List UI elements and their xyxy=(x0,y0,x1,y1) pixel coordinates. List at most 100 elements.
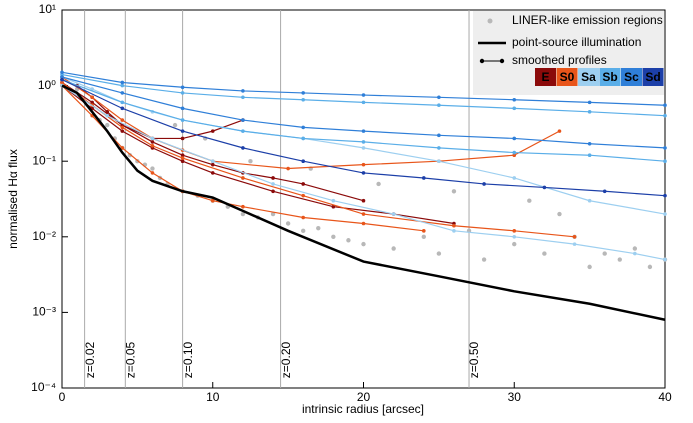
legend-swatch xyxy=(578,68,599,86)
profile-point xyxy=(301,125,306,130)
scatter-point xyxy=(301,228,306,234)
profile-point xyxy=(180,136,185,141)
profile-point xyxy=(301,97,306,102)
profile-point xyxy=(663,193,667,198)
scatter-point xyxy=(451,189,457,194)
profile-point xyxy=(452,229,456,233)
scatter-point xyxy=(105,122,110,128)
profile-point xyxy=(437,103,441,108)
profile-point xyxy=(422,176,426,180)
legend-marker xyxy=(479,58,485,64)
profile-point xyxy=(271,176,275,180)
legend-label: Sd xyxy=(645,70,660,84)
profile-line xyxy=(61,73,666,117)
profile-point xyxy=(361,162,366,167)
y-tick-label: 10⁻¹ xyxy=(32,153,56,167)
profile-point xyxy=(663,257,667,262)
profile-point xyxy=(301,136,306,141)
profile-point xyxy=(150,143,155,148)
profile-point xyxy=(361,146,366,150)
scatter-point xyxy=(602,251,607,256)
profile-point xyxy=(512,106,517,111)
profile-point xyxy=(557,129,562,133)
legend-label: Sc xyxy=(624,70,639,84)
profile-point xyxy=(602,189,607,194)
profile-point xyxy=(180,159,185,163)
profile-point xyxy=(301,159,306,163)
profile-line xyxy=(61,85,666,261)
profile-point xyxy=(587,100,592,105)
profile-point xyxy=(361,93,366,97)
profile-point xyxy=(150,171,155,175)
profile-point xyxy=(180,153,185,158)
profile-point xyxy=(437,95,441,100)
scatter-point xyxy=(481,257,487,262)
profile-point xyxy=(361,171,366,175)
legend-label: S0 xyxy=(560,70,575,84)
x-tick-label: 30 xyxy=(508,390,522,404)
profile-point xyxy=(150,140,155,144)
redshift-label: z=0.20 xyxy=(279,341,293,378)
profile-point xyxy=(663,113,667,118)
profile-point xyxy=(286,166,290,171)
y-tick-label: 10⁻⁴ xyxy=(31,380,56,394)
y-tick-label: 10⁻³ xyxy=(32,305,56,319)
profile-point xyxy=(482,182,486,186)
scatter-point xyxy=(557,211,562,217)
scatter-point xyxy=(436,251,442,256)
scatter-point xyxy=(127,153,133,158)
scatter-point xyxy=(617,257,622,262)
legend-swatch xyxy=(556,68,578,86)
profile-point xyxy=(437,159,441,163)
scatter-point xyxy=(331,234,336,239)
profile-point xyxy=(60,77,64,82)
profile-point xyxy=(572,242,577,246)
profile-point xyxy=(120,91,125,95)
profile-point xyxy=(180,106,185,111)
profile-point xyxy=(331,204,336,209)
point-source-line xyxy=(61,84,666,321)
profile-point xyxy=(120,83,125,88)
y-tick-label: 10¹ xyxy=(39,2,56,16)
profile-point xyxy=(361,140,366,144)
profile-line xyxy=(61,76,666,149)
profile-point xyxy=(572,235,577,239)
profile-point xyxy=(210,171,215,175)
scatter-point xyxy=(421,234,426,239)
scatter-point xyxy=(542,251,547,256)
redshift-label: z=0.05 xyxy=(123,341,137,378)
profile-point xyxy=(587,198,592,203)
profile-point xyxy=(120,146,125,150)
profile-point xyxy=(437,133,441,138)
profile-point xyxy=(120,100,125,105)
scatter-point xyxy=(240,211,246,217)
profile-point xyxy=(210,159,215,163)
profile-point xyxy=(90,87,94,91)
scatter-point xyxy=(285,221,291,226)
scatter-point xyxy=(316,225,321,231)
redshift-label: z=0.02 xyxy=(83,341,97,378)
redshift-label: z=0.10 xyxy=(181,341,195,378)
profile-point xyxy=(512,136,517,141)
profile-point xyxy=(422,229,426,233)
profile-point xyxy=(361,198,366,203)
x-tick-label: 40 xyxy=(658,390,672,404)
profile-line xyxy=(61,79,666,162)
legend-label: LINER-like emission regions xyxy=(512,13,663,27)
legend-swatch xyxy=(642,68,664,86)
legend-label: Sb xyxy=(602,70,617,84)
redshift-label: z=0.50 xyxy=(467,341,481,378)
profile-point xyxy=(437,146,441,150)
scatter-point xyxy=(647,264,653,270)
profile-point xyxy=(271,182,275,186)
x-axis-label: intrinsic radius [arcsec] xyxy=(302,402,424,416)
profile-point xyxy=(361,212,366,216)
profile-point xyxy=(120,118,125,122)
y-tick-label: 10⁻² xyxy=(32,229,56,243)
profile-point xyxy=(331,198,336,203)
x-tick-label: 0 xyxy=(59,390,66,404)
scatter-point xyxy=(527,198,532,203)
x-tick-label: 10 xyxy=(206,390,220,404)
legend-label: point-source illumination xyxy=(512,35,641,49)
scatter-point xyxy=(346,238,351,243)
